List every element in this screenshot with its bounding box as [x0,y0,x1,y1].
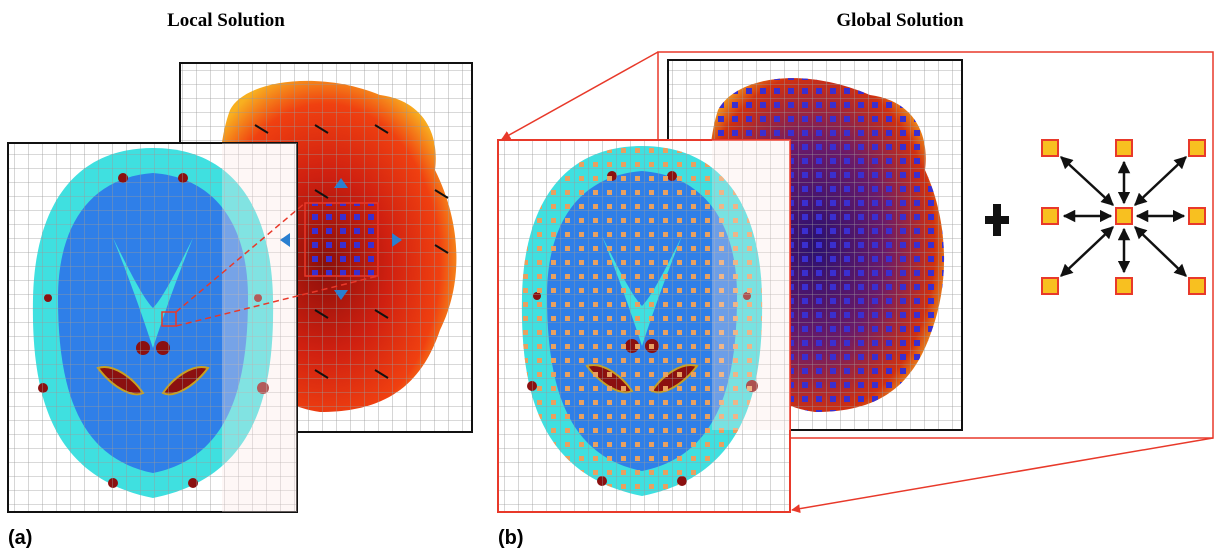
plus-sign [985,204,1009,236]
figure: Local Solution Global Solution (a) [0,0,1218,553]
panel-title: Global Solution [836,10,964,31]
stencil [1042,140,1205,294]
overlap-tint [222,143,297,512]
local-block [305,203,378,276]
panel-label: (b) [498,527,524,549]
panel-label: (a) [8,527,32,549]
overlap-tint [712,140,790,430]
zoom-arrow [792,438,1213,510]
zoom-arrow [502,52,658,139]
panel-title: Local Solution [167,10,285,31]
